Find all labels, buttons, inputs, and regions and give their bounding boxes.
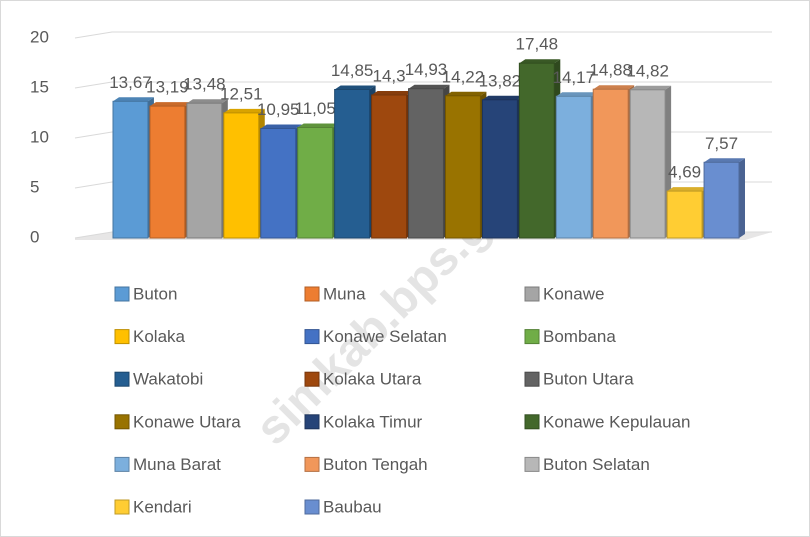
- bar: [481, 99, 518, 239]
- bar-top: [704, 158, 745, 163]
- legend-swatch: [304, 499, 320, 515]
- legend-label: Konawe Kepulauan: [543, 412, 690, 431]
- legend-label: Bombana: [543, 327, 616, 346]
- data-label: 14,3: [373, 66, 406, 85]
- bar-top: [630, 85, 672, 90]
- y-tick-label: 0: [30, 227, 39, 246]
- bar: [408, 88, 444, 239]
- legend-swatch: [114, 414, 130, 430]
- legend-swatch: [304, 329, 320, 345]
- bar: [444, 95, 481, 239]
- legend-label: Kolaka Timur: [323, 412, 423, 431]
- bar: [592, 88, 629, 239]
- legend-label: Buton Selatan: [543, 455, 650, 474]
- bar: [112, 100, 149, 239]
- y-tick-label: 10: [30, 127, 49, 146]
- data-label: 13,67: [109, 73, 152, 92]
- bar: [334, 89, 371, 239]
- bar-top: [260, 124, 302, 129]
- legend-label: Buton Utara: [543, 370, 634, 389]
- bar: [186, 102, 223, 239]
- bar-top: [297, 123, 339, 128]
- data-label: 14,85: [331, 61, 374, 80]
- bar-top: [149, 102, 191, 107]
- data-label: 14,17: [552, 68, 595, 87]
- bar: [703, 161, 740, 239]
- bar-side: [739, 158, 745, 238]
- legend-swatch: [304, 414, 320, 430]
- data-label: 12,51: [220, 84, 263, 103]
- bar: [518, 62, 555, 239]
- y-tick-label: 5: [30, 177, 39, 196]
- data-label: 14,93: [405, 60, 448, 79]
- bar-top: [482, 95, 524, 100]
- bar-top: [519, 59, 561, 64]
- y-tick-label: 20: [30, 27, 49, 46]
- bar: [260, 128, 297, 239]
- bar-top: [371, 91, 413, 95]
- legend-label: Muna Barat: [133, 455, 221, 474]
- legend-swatch: [304, 286, 320, 302]
- data-label: 10,95: [257, 100, 300, 119]
- bar-top: [445, 91, 487, 96]
- legend-label: Baubau: [323, 497, 382, 516]
- bar-top: [593, 85, 635, 90]
- legend-label: Konawe: [543, 284, 604, 303]
- data-label: 13,48: [183, 75, 226, 94]
- legend-label: Wakatobi: [133, 370, 203, 389]
- bar-top: [667, 187, 709, 192]
- bar-top: [408, 84, 450, 89]
- legend-swatch: [114, 371, 130, 387]
- bar: [666, 190, 703, 239]
- legend-swatch: [114, 329, 130, 345]
- data-label: 13,19: [146, 78, 189, 97]
- legend-swatch: [524, 286, 540, 302]
- data-label: 11,05: [295, 99, 336, 118]
- data-label: 7,57: [705, 134, 738, 153]
- grid-line: [74, 31, 772, 39]
- legend-label: Kolaka: [133, 327, 186, 346]
- legend-label: Kendari: [133, 497, 192, 516]
- bar: [371, 94, 408, 239]
- legend-swatch: [524, 371, 540, 387]
- legend-swatch: [114, 286, 130, 302]
- bar: [223, 112, 260, 239]
- bar-top: [186, 99, 228, 104]
- data-label: 13,82: [479, 71, 522, 90]
- legend-swatch: [524, 414, 540, 430]
- y-tick-label: 15: [30, 77, 49, 96]
- bar: [555, 95, 592, 239]
- legend-label: Buton Tengah: [323, 455, 428, 474]
- legend-swatch: [304, 456, 320, 472]
- data-label: 14,22: [442, 67, 485, 86]
- bar: [629, 89, 666, 239]
- data-label: 4,69: [668, 163, 701, 182]
- bar-top: [223, 108, 265, 113]
- bar-top: [556, 92, 598, 97]
- legend-label: Konawe Utara: [133, 412, 241, 431]
- legend-swatch: [304, 371, 320, 387]
- bar: [297, 127, 334, 239]
- legend-swatch: [524, 329, 540, 345]
- bar: [149, 105, 186, 239]
- legend-swatch: [524, 456, 540, 472]
- legend-label: Kolaka Utara: [323, 370, 422, 389]
- legend-label: Konawe Selatan: [323, 327, 447, 346]
- legend-label: Buton: [133, 284, 177, 303]
- legend-swatch: [114, 499, 130, 515]
- legend-label: Muna: [323, 284, 366, 303]
- bar-top: [113, 97, 154, 102]
- legend-swatch: [114, 456, 130, 472]
- data-label: 14,88: [589, 61, 632, 80]
- data-label: 14,82: [626, 61, 669, 80]
- data-label: 17,48: [516, 35, 559, 54]
- bar-top: [334, 85, 376, 90]
